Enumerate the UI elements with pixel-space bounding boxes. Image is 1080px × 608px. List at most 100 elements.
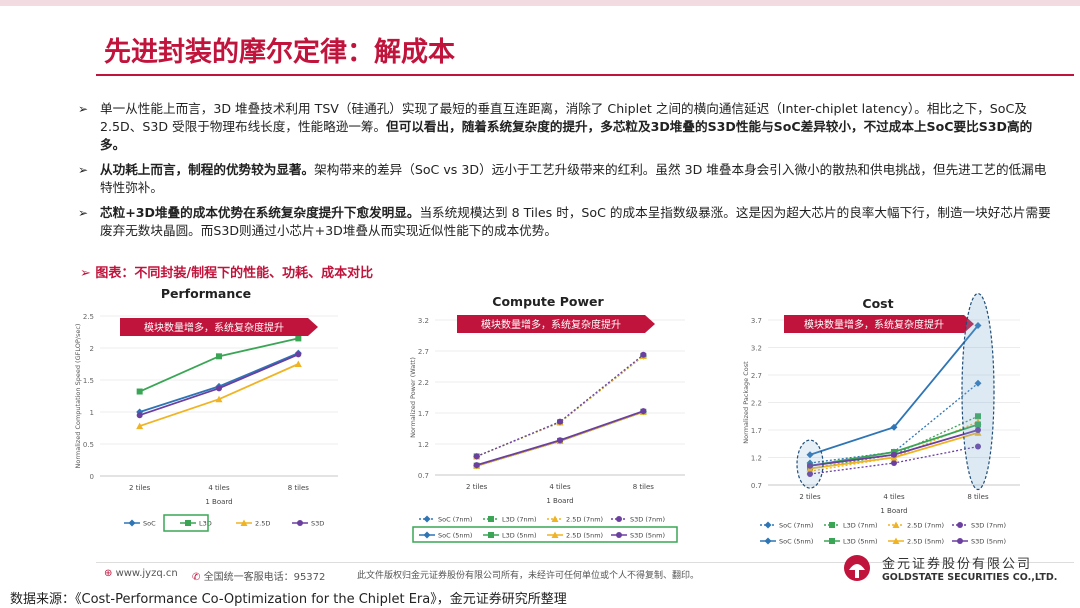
data-point — [890, 423, 898, 431]
footer-divider — [96, 562, 1074, 563]
legend-label: SoC (5nm) — [779, 538, 813, 546]
complexity-arrow-banner — [784, 315, 974, 333]
legend-label: S3D (7nm) — [630, 516, 665, 524]
data-point — [640, 351, 647, 358]
y-axis-label: Normalized Power (Watt) — [409, 357, 417, 438]
legend-marker — [128, 519, 136, 527]
complexity-arrow-banner — [457, 315, 655, 333]
data-point — [640, 408, 647, 415]
bullet-text: 芯粒+3D堆叠的成本优势在系统复杂度提升下愈发明显。当系统规模达到 8 Tile… — [100, 204, 1056, 240]
bullet-text: 单一从性能上而言，3D 堆叠技术利用 TSV（硅通孔）实现了最短的垂直互连距离，… — [100, 100, 1056, 154]
page-title: 先进封装的摩尔定律：解成本 — [104, 37, 455, 68]
complexity-banner-text: 模块数量增多，系统复杂度提升 — [804, 318, 944, 331]
data-point — [216, 353, 222, 360]
data-point — [473, 462, 480, 469]
legend-label: L3D — [199, 520, 212, 528]
y-tick-label: 1.5 — [83, 377, 94, 385]
legend-label: S3D (5nm) — [630, 532, 665, 540]
legend-marker — [764, 521, 772, 529]
legend-label: S3D — [311, 520, 324, 528]
cost-chart: Cost 0.7 1.2 1.7 2.2 2.7 3.2 3.7 2 tiles 4 tiles 8… — [738, 290, 1028, 545]
x-tick-label: 4 tiles — [883, 493, 905, 501]
bullet-list: ➢ 单一从性能上而言，3D 堆叠技术利用 TSV（硅通孔）实现了最短的垂直互连距离… — [78, 100, 1056, 247]
data-point — [136, 388, 143, 395]
legend-label: 2.5D (5nm) — [566, 532, 603, 540]
compute-power-chart: Compute Power 0.7 1.2 1.7 2.2 2.7 3.2 2 tiles 4 … — [405, 290, 690, 545]
bullet-text-bold: 从功耗上而言，制程的优势较为显著。 — [100, 162, 315, 177]
y-tick-label: 1.7 — [751, 427, 762, 435]
y-tick-label: 0.5 — [83, 441, 94, 449]
y-tick-label: 1 — [90, 409, 94, 417]
data-point — [974, 322, 982, 329]
legend-marker — [551, 515, 559, 522]
bullet-item: ➢ 从功耗上而言，制程的优势较为显著。架构带来的差异（SoC vs 3D）远小于工… — [78, 161, 1056, 197]
data-point — [295, 335, 302, 342]
legend-marker — [829, 538, 835, 544]
y-tick-label: 2 — [90, 345, 94, 353]
data-point — [891, 460, 897, 466]
globe-icon: ⊕ — [104, 568, 113, 579]
data-point — [473, 453, 480, 460]
data-point — [557, 437, 563, 444]
top-accent-bar — [0, 0, 1080, 6]
chart-title: Performance — [161, 286, 251, 301]
legend-label: 2.5D (5nm) — [907, 538, 944, 546]
data-point — [975, 413, 981, 420]
y-tick-label: 1.7 — [418, 410, 429, 418]
phone-icon: ✆ — [192, 572, 201, 583]
performance-chart: Performance 0 0.5 1 1.5 2 2.5 2 tiles 4 tiles 8 t… — [68, 280, 343, 540]
bullet-text-plain: 单一从性能上而言，3D 堆叠技术利用 TSV（硅通孔）实现了最短的垂直互连距离，… — [100, 101, 1027, 134]
legend-label: 2.5D (7nm) — [566, 516, 603, 524]
legend-marker — [829, 522, 835, 528]
legend-label: S3D (5nm) — [971, 538, 1006, 546]
legend-label: L3D (7nm) — [843, 522, 878, 530]
legend-marker — [240, 519, 248, 526]
legend-marker — [616, 516, 622, 522]
legend-label: 2.5D — [255, 520, 270, 528]
y-tick-label: 3.2 — [418, 317, 429, 325]
legend-highlight-box — [163, 514, 209, 532]
legend-label: L3D (7nm) — [502, 516, 537, 524]
data-point — [807, 471, 813, 477]
legend-label: SoC (7nm) — [438, 516, 472, 524]
highlight-ellipse-2-tiles — [796, 439, 824, 489]
chart-caption: ➢ 图表：不同封装/制程下的性能、功耗、成本对比 — [80, 266, 374, 281]
series-line — [809, 324, 979, 456]
y-tick-label: 2.2 — [751, 400, 762, 408]
data-point — [294, 360, 302, 367]
series-line — [476, 354, 644, 457]
legend-highlight-box — [412, 526, 678, 543]
bullet-text-plain: 当系统规模达到 8 Tiles 时，SoC 的成本呈指数级暴涨。这是因为超大芯片… — [100, 205, 1051, 238]
footer-website[interactable]: ⊕ www.jyzq.cn — [104, 568, 178, 579]
legend-label: 2.5D (7nm) — [907, 522, 944, 530]
bullet-arrow-icon: ➢ — [78, 102, 89, 116]
legend-marker — [423, 515, 431, 523]
complexity-banner-text: 模块数量增多，系统复杂度提升 — [481, 318, 621, 331]
legend-marker — [764, 537, 772, 545]
highlight-ellipse-8-tiles — [961, 292, 995, 491]
legend-label: SoC — [143, 520, 156, 528]
bullet-item: ➢ 芯粒+3D堆叠的成本优势在系统复杂度提升下愈发明显。当系统规模达到 8 Til… — [78, 204, 1056, 240]
data-point — [215, 395, 223, 403]
data-point — [295, 351, 302, 358]
series-line — [476, 355, 644, 458]
bullet-text-bold: 芯粒+3D堆叠的成本优势在系统复杂度提升下愈发明显。 — [100, 205, 420, 220]
bullet-text: 从功耗上而言，制程的优势较为显著。架构带来的差异（SoC vs 3D）远小于工艺… — [100, 161, 1056, 197]
x-tick-label: 2 tiles — [799, 493, 821, 501]
legend-marker — [957, 538, 963, 544]
legend-marker — [892, 537, 900, 544]
data-point — [557, 418, 563, 425]
data-point — [136, 412, 143, 419]
y-axis-label: Normalized Computation Speed (GFLOP/sec) — [74, 324, 82, 469]
data-point — [975, 421, 981, 428]
bullet-arrow-icon: ➢ — [78, 206, 89, 220]
legend-marker — [185, 520, 191, 526]
y-tick-label: 0 — [90, 473, 94, 481]
data-point — [974, 379, 982, 387]
x-tick-label: 8 tiles — [967, 493, 989, 501]
y-tick-label: 2.7 — [418, 348, 429, 356]
legend-marker — [892, 521, 900, 528]
data-point — [136, 422, 144, 430]
y-tick-label: 0.7 — [418, 472, 429, 480]
series-line — [139, 363, 299, 427]
